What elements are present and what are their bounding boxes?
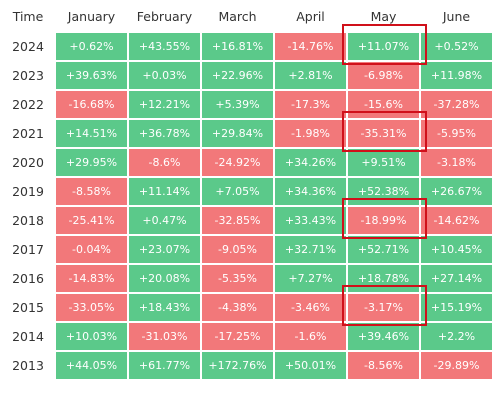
return-cell: -14.76%	[275, 33, 346, 60]
return-cell: -31.03%	[129, 323, 200, 350]
return-cell: +12.21%	[129, 91, 200, 118]
return-cell: +2.81%	[275, 62, 346, 89]
return-cell: +0.62%	[56, 33, 127, 60]
return-cell: -32.85%	[202, 207, 273, 234]
return-cell: -8.6%	[129, 149, 200, 176]
return-cell: -17.25%	[202, 323, 273, 350]
return-cell: +9.51%	[348, 149, 419, 176]
column-header-june: June	[442, 8, 471, 24]
return-cell: -1.6%	[275, 323, 346, 350]
year-label: 2013	[12, 358, 44, 373]
return-cell: -16.68%	[56, 91, 127, 118]
return-cell: +10.03%	[56, 323, 127, 350]
year-label: 2015	[12, 300, 44, 315]
return-cell: +27.14%	[421, 265, 492, 292]
return-cell: +10.45%	[421, 236, 492, 263]
return-cell: +26.67%	[421, 178, 492, 205]
return-cell: -5.95%	[421, 120, 492, 147]
return-cell: -14.62%	[421, 207, 492, 234]
year-label: 2017	[12, 242, 44, 257]
return-cell: -3.18%	[421, 149, 492, 176]
return-cell: +52.71%	[348, 236, 419, 263]
return-cell: -29.89%	[421, 352, 492, 379]
return-cell: +2.2%	[421, 323, 492, 350]
return-cell: +7.27%	[275, 265, 346, 292]
return-cell: +34.26%	[275, 149, 346, 176]
return-cell: +36.78%	[129, 120, 200, 147]
return-cell: -17.3%	[275, 91, 346, 118]
year-label: 2018	[12, 213, 44, 228]
return-cell: -5.35%	[202, 265, 273, 292]
return-cell: -1.98%	[275, 120, 346, 147]
return-cell: -14.83%	[56, 265, 127, 292]
return-cell: -3.17%	[348, 294, 419, 321]
return-cell: -6.98%	[348, 62, 419, 89]
return-cell: -24.92%	[202, 149, 273, 176]
return-cell: +22.96%	[202, 62, 273, 89]
return-cell: +14.51%	[56, 120, 127, 147]
return-cell: +16.81%	[202, 33, 273, 60]
year-label: 2024	[12, 39, 44, 54]
return-cell: -4.38%	[202, 294, 273, 321]
return-cell: +11.98%	[421, 62, 492, 89]
return-cell: -0.04%	[56, 236, 127, 263]
return-cell: +11.14%	[129, 178, 200, 205]
year-label: 2022	[12, 97, 44, 112]
year-label: 2016	[12, 271, 44, 286]
return-cell: -15.6%	[348, 91, 419, 118]
return-cell: -18.99%	[348, 207, 419, 234]
return-cell: -35.31%	[348, 120, 419, 147]
return-cell: +39.63%	[56, 62, 127, 89]
return-cell: +5.39%	[202, 91, 273, 118]
return-cell: +18.78%	[348, 265, 419, 292]
return-cell: +29.84%	[202, 120, 273, 147]
year-label: 2020	[12, 155, 44, 170]
return-cell: -33.05%	[56, 294, 127, 321]
return-cell: +50.01%	[275, 352, 346, 379]
year-label: 2021	[12, 126, 44, 141]
return-cell: +15.19%	[421, 294, 492, 321]
return-cell: +33.43%	[275, 207, 346, 234]
return-cell: +32.71%	[275, 236, 346, 263]
return-cell: +61.77%	[129, 352, 200, 379]
return-cell: +18.43%	[129, 294, 200, 321]
return-cell: +23.07%	[129, 236, 200, 263]
return-cell: +172.76%	[202, 352, 273, 379]
column-header-april: April	[296, 8, 325, 24]
year-label: 2023	[12, 68, 44, 83]
return-cell: +44.05%	[56, 352, 127, 379]
return-cell: +20.08%	[129, 265, 200, 292]
return-cell: +34.36%	[275, 178, 346, 205]
return-cell: +0.03%	[129, 62, 200, 89]
return-cell: +43.55%	[129, 33, 200, 60]
return-cell: +39.46%	[348, 323, 419, 350]
return-cell: -25.41%	[56, 207, 127, 234]
column-header-february: February	[136, 8, 193, 24]
return-cell: +52.38%	[348, 178, 419, 205]
return-cell: -9.05%	[202, 236, 273, 263]
return-cell: +0.47%	[129, 207, 200, 234]
return-cell: -37.28%	[421, 91, 492, 118]
column-header-may: May	[370, 8, 397, 24]
return-cell: -8.56%	[348, 352, 419, 379]
return-cell: +0.52%	[421, 33, 492, 60]
return-cell: -8.58%	[56, 178, 127, 205]
column-header-january: January	[67, 8, 116, 24]
year-label: 2019	[12, 184, 44, 199]
year-label: 2014	[12, 329, 44, 344]
return-cell: -3.46%	[275, 294, 346, 321]
return-cell: +29.95%	[56, 149, 127, 176]
column-header-time: Time	[12, 8, 44, 24]
column-header-march: March	[218, 8, 257, 24]
return-cell: +7.05%	[202, 178, 273, 205]
return-cell: +11.07%	[348, 33, 419, 60]
